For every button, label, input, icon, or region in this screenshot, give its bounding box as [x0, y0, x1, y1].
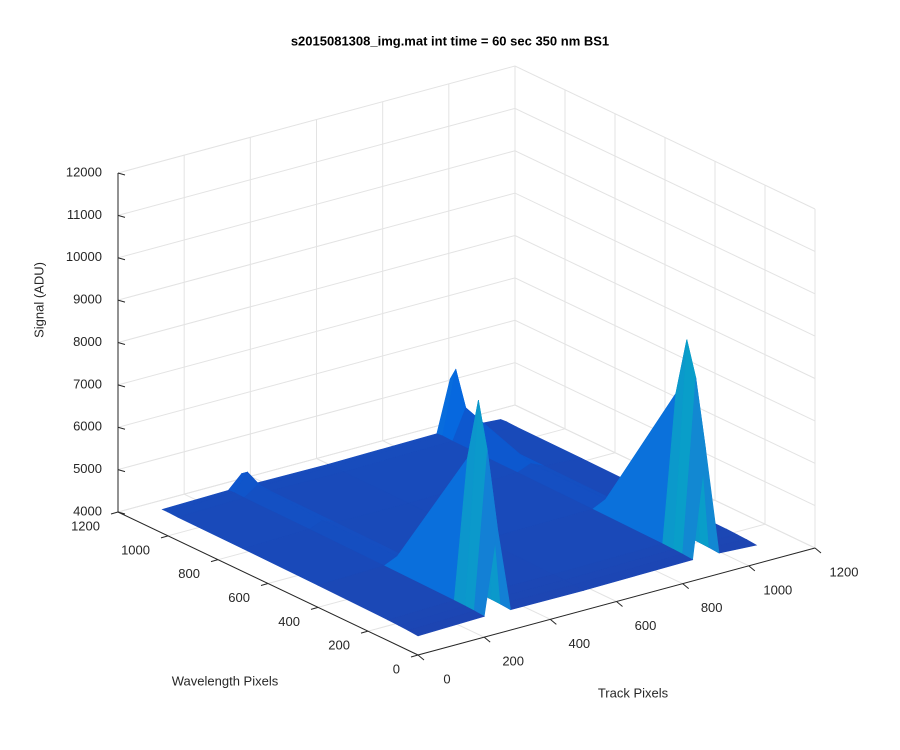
y-tick	[260, 583, 269, 586]
z-axis-label: Signal (ADU)	[31, 262, 46, 338]
y-tick-label: 1200	[71, 518, 100, 533]
grid-line	[117, 319, 816, 464]
x-tick	[814, 547, 822, 554]
x-axis-label: Track Pixels	[598, 685, 669, 700]
z-tick-label: 4000	[73, 503, 102, 518]
x-tick	[417, 654, 425, 661]
z-tick	[117, 342, 126, 345]
chart-title: s2015081308_img.mat int time = 60 sec 35…	[291, 33, 609, 48]
z-tick-label: 9000	[73, 292, 102, 307]
y-axis-label: Wavelength Pixels	[172, 673, 279, 688]
grid-line	[117, 234, 816, 379]
y-tick	[160, 535, 169, 539]
axes-layer: 0200400600800100012000200400600800100012…	[66, 164, 859, 686]
y-tick	[110, 511, 119, 515]
x-tick	[550, 618, 557, 625]
y-tick-label: 800	[178, 566, 200, 581]
grid-line	[117, 362, 816, 507]
y-tick	[410, 654, 419, 658]
z-tick-label: 8000	[73, 334, 102, 349]
grid-line	[117, 65, 816, 210]
grid-line	[117, 277, 816, 422]
x-tick-label: 200	[502, 654, 524, 669]
x-tick-label: 400	[568, 636, 590, 651]
y-tick	[310, 606, 319, 610]
z-tick	[117, 299, 126, 303]
y-tick	[210, 559, 219, 563]
z-tick	[117, 511, 126, 515]
z-tick-label: 7000	[73, 376, 102, 391]
z-tick	[117, 257, 126, 261]
y-tick-label: 1000	[121, 542, 150, 557]
x-tick	[748, 565, 756, 572]
z-tick-label: 12000	[66, 164, 102, 179]
z-tick	[117, 214, 126, 218]
x-tick-label: 800	[701, 600, 723, 615]
grid-line	[117, 150, 816, 295]
grid-line	[117, 107, 816, 252]
x-tick-label: 0	[443, 671, 450, 686]
y-tick-label: 400	[278, 614, 300, 629]
y-tick-label: 200	[328, 638, 350, 653]
y-tick	[360, 630, 369, 634]
surface-patch	[407, 610, 485, 637]
z-tick-label: 6000	[73, 419, 102, 434]
x-tick	[616, 601, 623, 607]
x-tick-label: 1000	[763, 582, 792, 597]
z-tick-label: 11000	[67, 207, 102, 222]
z-tick	[117, 469, 126, 473]
z-tick	[117, 384, 126, 388]
x-tick	[682, 583, 689, 590]
z-tick-label: 5000	[73, 461, 102, 476]
x-tick	[483, 636, 491, 643]
z-tick	[117, 172, 126, 176]
z-tick-label: 10000	[66, 249, 102, 264]
y-tick-label: 0	[393, 661, 400, 676]
y-tick-label: 600	[228, 590, 250, 605]
surface-layer	[161, 339, 758, 637]
z-tick	[117, 426, 126, 430]
x-tick-label: 1200	[830, 564, 859, 579]
x-tick-label: 600	[635, 618, 657, 633]
grid-line	[117, 192, 816, 337]
